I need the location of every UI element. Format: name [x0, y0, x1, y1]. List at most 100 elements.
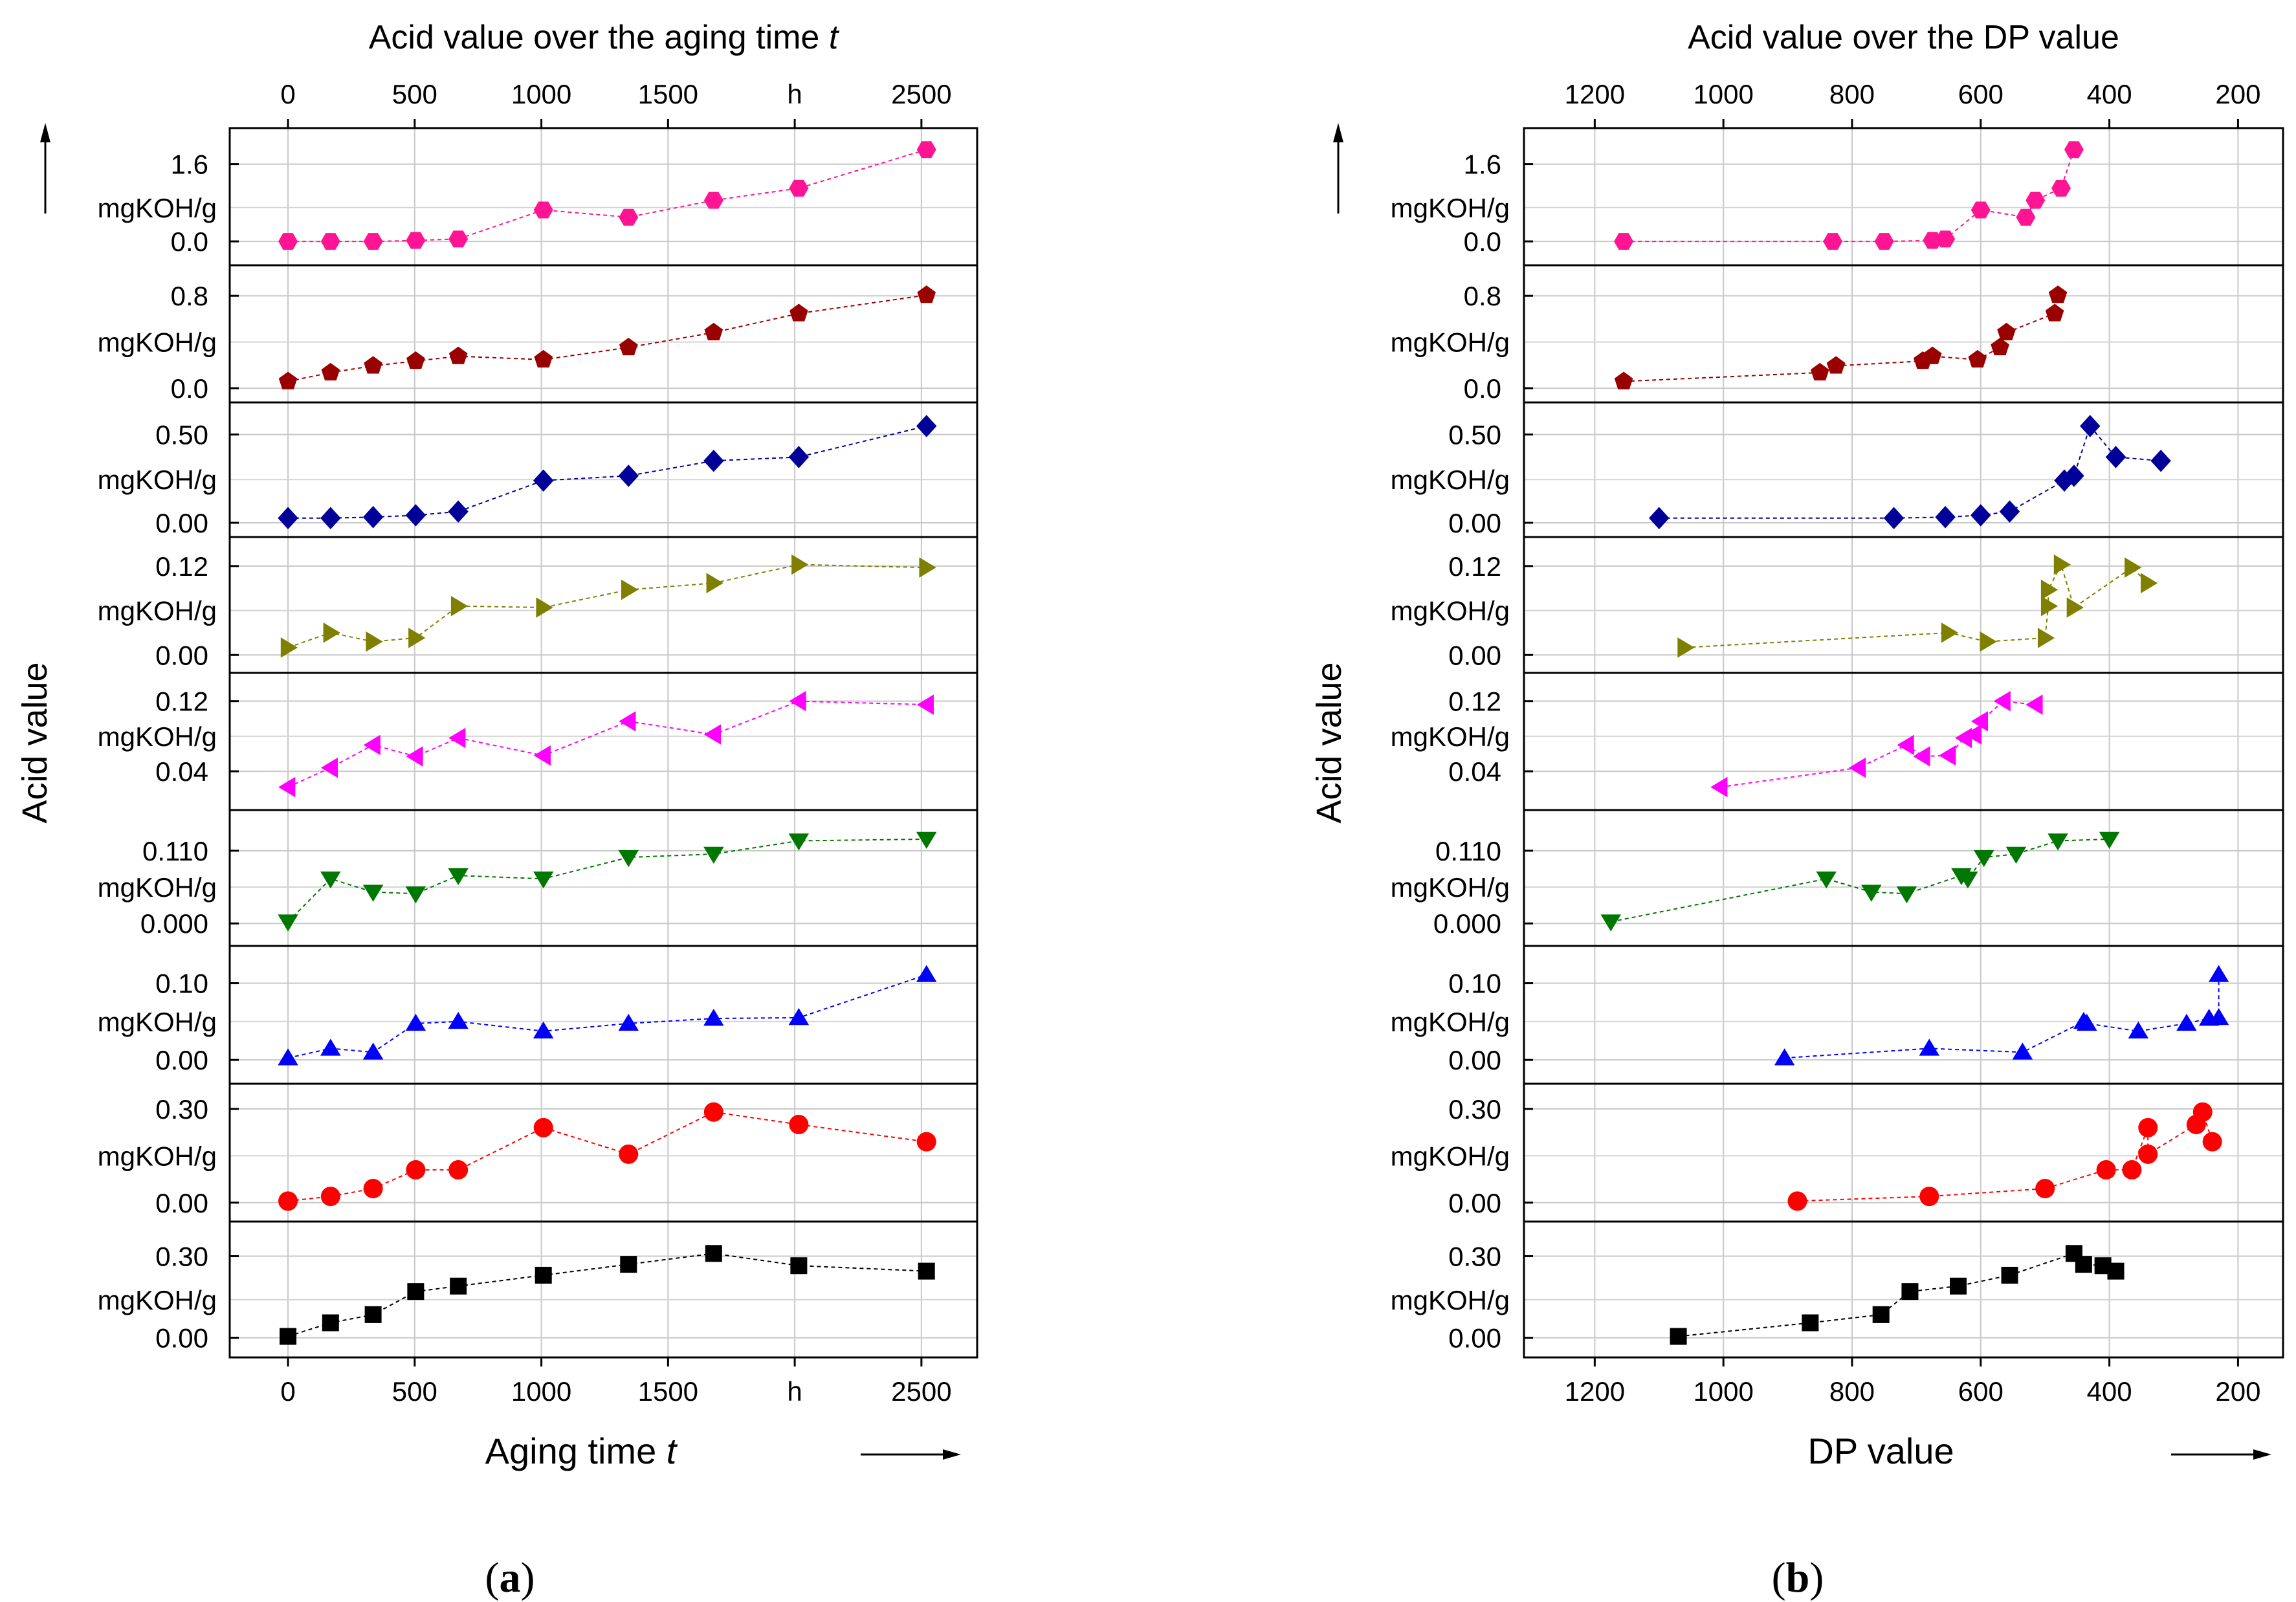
data-point-b-8-1 — [1802, 1314, 1819, 1332]
data-point-b-3-2 — [1980, 631, 1997, 652]
y-tick-label-b-1-0: 0.0 — [1464, 373, 1501, 404]
subplot-frame-b-8 — [1523, 1220, 2284, 1359]
data-point-b-3-4 — [2040, 595, 2059, 617]
data-point-b-5-1 — [1816, 872, 1837, 889]
chart-panel-a: 0.01.6mgKOH/g0.00.8mgKOH/g0.000.50mgKOH/… — [16, 19, 978, 1471]
unit-label-b-7: mgKOH/g — [1391, 1141, 1510, 1171]
y-tick-label-b-5-0: 0.000 — [1433, 908, 1501, 939]
data-point-a-6-5 — [533, 1021, 554, 1038]
x-tick-label-top-a-5: 2500 — [891, 79, 951, 109]
data-point-a-4-3 — [406, 746, 423, 767]
y-tick-label-b-3-1: 0.12 — [1448, 551, 1501, 582]
subplot-a-2: 0.00 0.50 mgKOH/g — [98, 401, 978, 538]
data-point-a-6-1 — [320, 1038, 341, 1056]
data-point-a-8-4 — [450, 1277, 467, 1295]
data-point-a-7-1 — [320, 1187, 340, 1207]
data-point-b-1-1 — [1810, 362, 1829, 380]
data-point-b-4-7 — [1970, 711, 1989, 732]
y-axis-label-a: Acid value — [16, 662, 54, 823]
data-point-b-5-5 — [1958, 872, 1978, 889]
data-point-a-0-9 — [916, 141, 936, 159]
data-point-b-5-6 — [1974, 850, 1994, 868]
data-point-b-1-8 — [2045, 303, 2064, 322]
data-point-a-5-4 — [448, 868, 469, 886]
data-point-a-7-2 — [363, 1179, 383, 1199]
y-tick-label-b-5-1: 0.110 — [1435, 836, 1501, 866]
data-point-a-3-1 — [323, 622, 340, 643]
y-axis-label-b: Acid value — [1310, 662, 1349, 823]
data-point-b-4-4 — [1939, 745, 1956, 766]
data-point-a-3-4 — [450, 595, 469, 617]
data-point-b-6-8 — [2208, 1007, 2229, 1026]
series-line-b-0 — [1624, 149, 2075, 243]
caption-b: (b) — [1772, 1554, 1824, 1601]
data-point-a-7-4 — [448, 1160, 469, 1180]
data-point-a-2-2 — [362, 506, 384, 529]
y-tick-label-a-7-1: 0.30 — [155, 1094, 208, 1125]
data-point-a-3-3 — [408, 628, 426, 648]
data-point-a-5-1 — [320, 872, 341, 889]
data-point-b-8-3 — [1901, 1283, 1919, 1300]
data-point-a-7-6 — [619, 1144, 639, 1164]
data-point-a-3-8 — [791, 554, 809, 575]
data-point-a-6-8 — [788, 1007, 810, 1026]
data-point-b-1-9 — [2048, 285, 2068, 303]
x-axis-label-b: DP value — [1807, 1431, 1954, 1471]
series-line-b-3 — [1684, 562, 2148, 648]
data-point-b-2-1 — [1883, 507, 1904, 529]
x-tick-label-top-a-4: h — [787, 79, 802, 109]
y-tick-label-b-3-0: 0.00 — [1448, 640, 1501, 670]
y-tick-label-a-2-1: 0.50 — [155, 420, 208, 450]
data-point-b-2-3 — [1970, 504, 1991, 527]
data-point-b-4-0 — [1710, 776, 1728, 798]
x-tick-label-bottom-a-3: 1500 — [638, 1376, 698, 1407]
data-point-b-3-6 — [2053, 554, 2071, 575]
y-tick-label-a-0-1: 1.6 — [171, 149, 208, 180]
data-point-b-7-6 — [2138, 1144, 2158, 1164]
x-tick-label-bottom-b-5: 200 — [2215, 1376, 2260, 1407]
data-point-a-2-0 — [278, 507, 298, 529]
data-point-b-7-4 — [2122, 1160, 2142, 1180]
chart-title-a: Acid value over the aging time t — [369, 19, 840, 56]
series-line-b-8 — [1678, 1253, 2116, 1337]
y-axis-arrow-head-b — [1333, 123, 1343, 142]
data-point-b-7-3 — [2096, 1160, 2116, 1180]
unit-label-b-0: mgKOH/g — [1391, 193, 1510, 223]
data-point-a-8-5 — [535, 1266, 552, 1284]
data-point-a-0-3 — [406, 232, 426, 249]
data-point-a-0-8 — [789, 179, 809, 197]
data-point-b-0-2 — [1874, 233, 1894, 250]
data-point-a-1-6 — [619, 338, 638, 356]
series-line-a-5 — [287, 839, 927, 923]
data-point-a-1-8 — [789, 303, 808, 322]
y-tick-label-b-7-1: 0.30 — [1448, 1094, 1501, 1125]
unit-label-a-1: mgKOH/g — [98, 327, 217, 358]
chart-title-b: Acid value over the DP value — [1688, 19, 2119, 56]
data-point-b-0-4 — [1936, 230, 1956, 248]
data-point-a-3-6 — [621, 579, 639, 600]
data-point-a-8-9 — [918, 1262, 935, 1280]
y-tick-label-b-4-0: 0.04 — [1448, 756, 1501, 787]
subplot-a-5: 0.000 0.110 mgKOH/g — [98, 809, 978, 947]
data-point-a-4-1 — [320, 757, 338, 778]
unit-label-a-7: mgKOH/g — [98, 1141, 217, 1171]
unit-label-b-4: mgKOH/g — [1391, 721, 1510, 752]
data-point-a-5-6 — [618, 850, 639, 868]
caption-a-letter: a — [500, 1554, 521, 1601]
y-tick-label-b-6-1: 0.10 — [1448, 969, 1501, 999]
y-tick-label-a-3-0: 0.00 — [155, 640, 208, 670]
data-point-b-7-8 — [2192, 1102, 2213, 1122]
data-point-b-7-2 — [2035, 1179, 2055, 1199]
data-point-b-7-9 — [2202, 1132, 2222, 1152]
x-axis-arrow-head-a — [943, 1449, 961, 1460]
data-point-a-4-4 — [448, 727, 466, 749]
unit-label-a-8: mgKOH/g — [98, 1285, 217, 1315]
data-point-a-1-9 — [917, 285, 936, 303]
data-point-a-5-8 — [788, 833, 810, 851]
data-point-b-5-3 — [1896, 886, 1917, 904]
subplot-frame-a-8 — [228, 1220, 978, 1359]
x-tick-label-bottom-b-0: 1200 — [1565, 1376, 1625, 1407]
data-point-a-4-2 — [363, 734, 381, 756]
data-point-a-6-6 — [618, 1013, 639, 1031]
